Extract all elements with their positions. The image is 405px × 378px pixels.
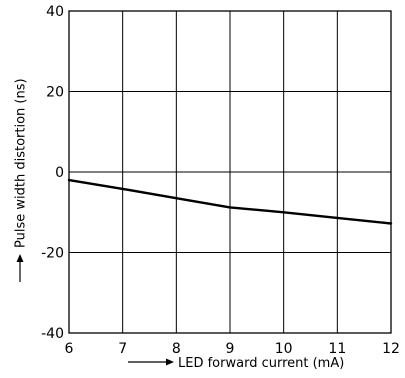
x-tick-label: 12 [382, 341, 400, 357]
x-axis-title: LED forward current (mA) [128, 356, 344, 371]
y-axis-title: Pulse width distortion (ns) [14, 78, 29, 282]
y-tick-labels: 40 20 0 -20 -40 [41, 4, 64, 342]
y-tick-label: 40 [46, 4, 64, 20]
x-tick-label: 7 [118, 341, 127, 357]
y-tick-label: -40 [41, 326, 64, 342]
grid [69, 11, 391, 333]
x-axis-label: LED forward current (mA) [178, 356, 344, 371]
x-tick-labels: 6 7 8 9 10 11 12 [65, 341, 400, 357]
y-axis-arrow-head [16, 254, 24, 262]
x-tick-label: 10 [275, 341, 293, 357]
x-tick-label: 6 [65, 341, 74, 357]
y-axis-label: Pulse width distortion (ns) [14, 78, 29, 248]
y-tick-label: -20 [41, 246, 64, 262]
y-tick-label: 20 [46, 85, 64, 101]
plot-frame [68, 10, 392, 334]
data-line [67, 178, 393, 225]
x-tick-label: 11 [328, 341, 346, 357]
series-layer [67, 178, 393, 225]
x-tick-label: 9 [226, 341, 235, 357]
x-axis-arrow-head [166, 358, 174, 366]
x-tick-label: 8 [172, 341, 181, 357]
y-tick-label: 0 [55, 165, 64, 181]
